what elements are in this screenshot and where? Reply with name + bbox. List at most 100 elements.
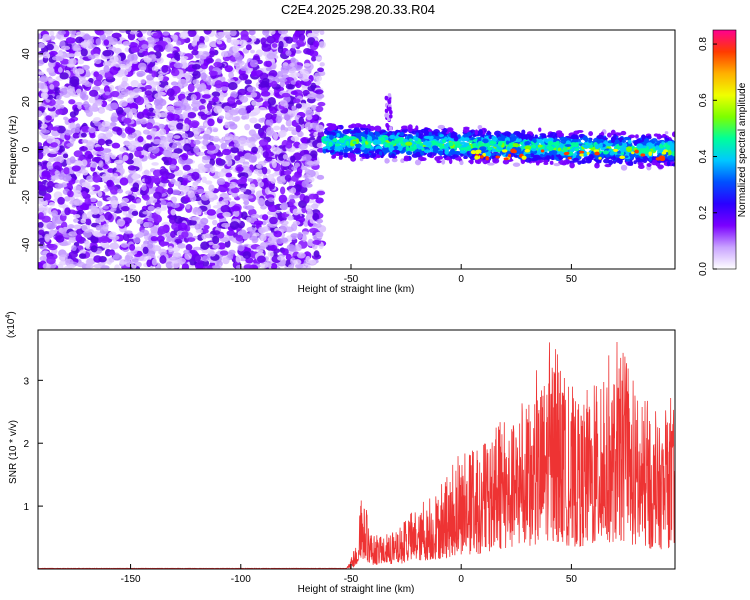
- heatmap-cell: [281, 92, 291, 98]
- heatmap-cell: [349, 147, 353, 152]
- heatmap-cell: [642, 159, 648, 163]
- heatmap-cell: [304, 62, 311, 67]
- heatmap-cell: [201, 145, 207, 150]
- heatmap-cell: [337, 146, 341, 151]
- heatmap-cell: [214, 80, 223, 89]
- heatmap-cell: [349, 130, 357, 134]
- heatmap-cell: [309, 50, 319, 58]
- heatmap-cell: [119, 100, 128, 107]
- heatmap-cell: [68, 58, 77, 66]
- heatmap-cell: [267, 236, 278, 243]
- heatmap-cell: [258, 181, 264, 188]
- heatmap-cell: [459, 147, 465, 151]
- heatmap-cell: [112, 254, 123, 261]
- heatmap-cell: [216, 201, 226, 206]
- heatmap-cell: [156, 56, 164, 64]
- heatmap-cell: [266, 35, 276, 44]
- heatmap-cell: [63, 116, 69, 121]
- heatmap-cell: [92, 150, 98, 156]
- heatmap-cell: [55, 108, 63, 115]
- heatmap-cell: [438, 142, 443, 148]
- heatmap-cell: [154, 93, 162, 99]
- heatmap-cell: [407, 124, 413, 130]
- heatmap-cell: [177, 243, 186, 249]
- heatmap-cell: [40, 92, 49, 99]
- heatmap-cell: [166, 236, 172, 243]
- heatmap-cell: [229, 109, 239, 116]
- heatmap-cell: [171, 189, 181, 196]
- heatmap-cell: [168, 245, 173, 253]
- heatmap-cell: [234, 115, 241, 121]
- heatmap-cell: [219, 138, 225, 143]
- spectrogram-heatmap: [38, 30, 675, 269]
- heatmap-cell: [290, 57, 296, 63]
- heatmap-cell: [70, 34, 76, 38]
- heatmap-cell: [258, 139, 269, 147]
- heatmap-cell: [64, 207, 71, 216]
- heatmap-cell: [190, 94, 197, 102]
- heatmap-cell: [336, 132, 340, 138]
- heatmap-cell: [487, 146, 493, 151]
- heatmap-cell: [450, 133, 455, 139]
- heatmap-cell: [122, 40, 131, 47]
- heatmap-cell: [198, 53, 207, 60]
- heatmap-cell: [307, 238, 314, 247]
- heatmap-cell: [310, 106, 317, 111]
- heatmap-cell: [123, 117, 132, 125]
- heatmap-cell: [295, 103, 302, 109]
- heatmap-cell: [315, 124, 325, 133]
- heatmap-cell: [201, 249, 210, 254]
- heatmap-cell: [88, 105, 98, 112]
- heatmap-cell: [245, 44, 252, 51]
- heatmap-cell: [54, 183, 64, 189]
- heatmap-cell: [121, 197, 130, 203]
- heatmap-cell: [179, 94, 185, 100]
- heatmap-cell: [671, 131, 675, 138]
- heatmap-cell: [191, 171, 200, 181]
- heatmap-cell: [38, 221, 44, 229]
- heatmap-cell: [119, 177, 129, 186]
- heatmap-cell: [129, 244, 136, 251]
- heatmap-cell: [200, 217, 209, 225]
- heatmap-cell: [49, 84, 55, 90]
- heatmap-cell: [442, 139, 446, 144]
- heatmap-cell: [317, 101, 326, 107]
- heatmap-cell: [472, 142, 477, 149]
- heatmap-cell: [81, 181, 91, 186]
- heatmap-cell: [218, 31, 226, 37]
- heatmap-cell: [122, 154, 129, 162]
- heatmap-cell: [94, 58, 102, 65]
- heatmap-cell: [228, 249, 236, 255]
- heatmap-cell: [664, 131, 669, 135]
- heatmap-cell: [136, 218, 144, 225]
- heatmap-cell: [302, 77, 310, 82]
- heatmap-cell: [303, 48, 312, 55]
- heatmap-cell: [170, 209, 177, 216]
- heatmap-cell: [235, 254, 242, 263]
- heatmap-cell: [142, 129, 150, 135]
- heatmap-cell: [317, 67, 325, 73]
- heatmap-cell: [251, 133, 259, 142]
- heatmap-cell: [355, 129, 362, 134]
- heatmap-cell: [50, 142, 58, 148]
- heatmap-cell: [208, 50, 216, 58]
- heatmap-cell: [315, 197, 324, 204]
- heatmap-cell: [316, 174, 325, 180]
- heatmap-cell: [138, 62, 147, 71]
- heatmap-cell: [81, 139, 89, 144]
- heatmap-cell: [260, 37, 267, 46]
- heatmap-cell: [84, 197, 91, 205]
- heatmap-cell: [463, 155, 468, 160]
- heatmap-cell: [41, 112, 47, 116]
- heatmap-cell: [170, 34, 178, 39]
- heatmap-cell: [111, 32, 122, 39]
- heatmap-cell: [355, 132, 362, 139]
- heatmap-cell: [562, 149, 567, 153]
- heatmap-cell: [319, 30, 325, 35]
- heatmap-cell: [262, 151, 269, 159]
- heatmap-cell: [109, 242, 120, 250]
- heatmap-cell: [42, 263, 51, 269]
- heatmap-cell: [602, 150, 609, 155]
- heatmap-cell: [135, 120, 142, 125]
- heatmap-cell: [304, 122, 313, 130]
